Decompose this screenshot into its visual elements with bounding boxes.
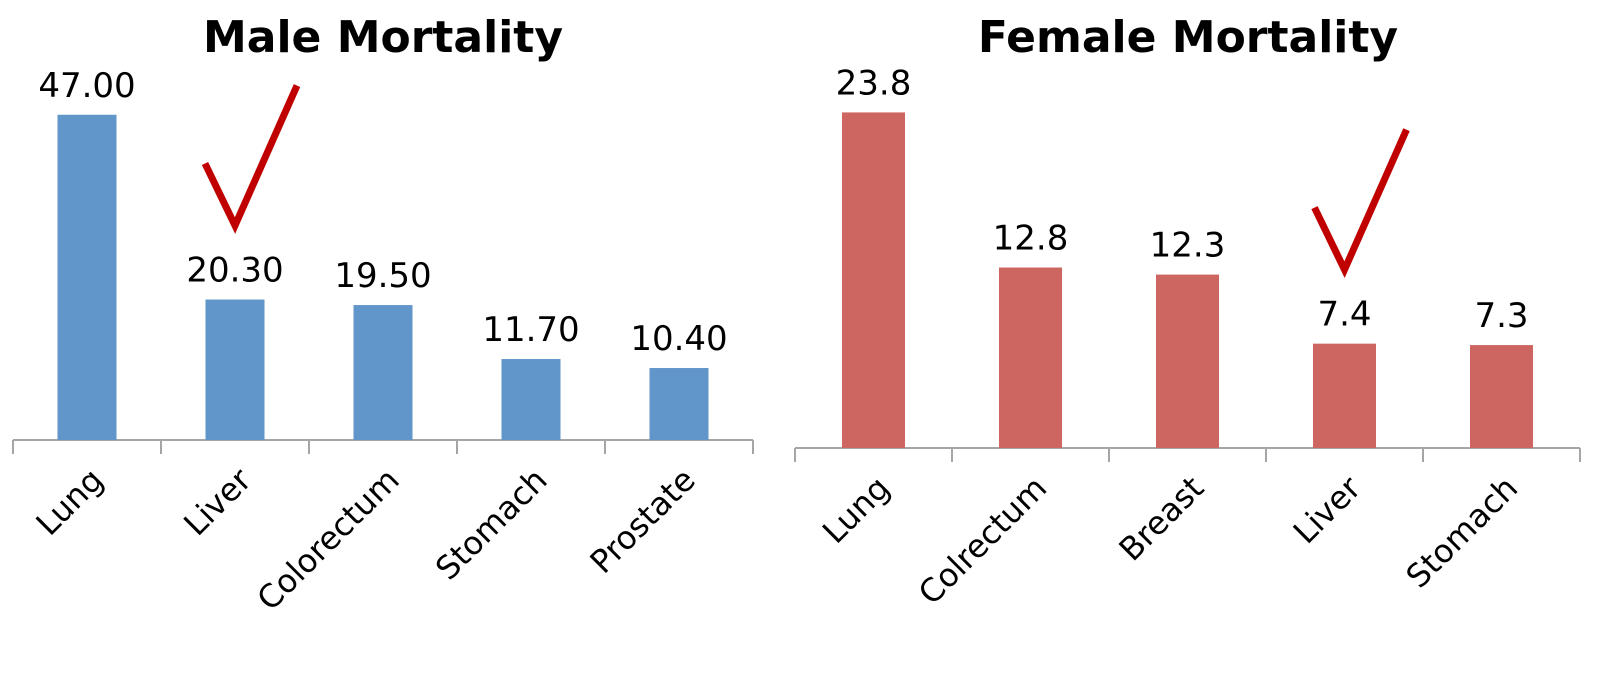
bar-prostate [649, 368, 709, 440]
bar-lung [57, 114, 117, 440]
data-label: 10.40 [630, 319, 727, 359]
bar-stomach [501, 359, 561, 440]
chart-title: Male Mortality [203, 12, 563, 63]
x-tick-label: Colorectum [250, 461, 407, 618]
bar-liver [1313, 343, 1376, 448]
bar-breast [1156, 274, 1219, 448]
checkmark-icon [1311, 128, 1410, 278]
data-label: 19.50 [334, 256, 431, 296]
male-mortality-chart: Male Mortality 47.00 Lung 20.30 Liver 19.50 C… [12, 12, 754, 618]
bar-lung [842, 112, 905, 449]
chart-title: Female Mortality [978, 12, 1398, 63]
x-tick-label: Liver [1286, 468, 1369, 551]
data-label: 47.00 [38, 66, 135, 106]
bar-stomach [1470, 345, 1533, 448]
data-label: 12.3 [1150, 226, 1226, 266]
checkmark-icon [201, 84, 301, 234]
data-label: 12.8 [993, 219, 1069, 259]
data-label: 11.70 [482, 310, 579, 350]
x-tick-label: Lung [815, 469, 897, 551]
x-tick-label: Stomach [1399, 469, 1526, 596]
bar-colrectum [999, 267, 1062, 448]
x-tick-label: Colrectum [911, 469, 1054, 612]
x-tick-label: Breast [1112, 469, 1212, 569]
bar-colorectum [353, 305, 413, 440]
x-tick-label: Lung [29, 461, 111, 543]
data-label: 7.3 [1474, 296, 1528, 336]
data-label: 20.30 [186, 251, 283, 291]
data-label: 23.8 [836, 63, 912, 103]
bar-liver [205, 299, 265, 440]
x-tick-label: Liver [176, 460, 259, 543]
female-mortality-chart: Female Mortality 23.8 Lung 12.8 Colrectum 12… [794, 12, 1581, 612]
data-label: 7.4 [1317, 295, 1371, 335]
x-tick-label: Stomach [428, 461, 555, 588]
x-tick-label: Prostate [583, 461, 703, 581]
